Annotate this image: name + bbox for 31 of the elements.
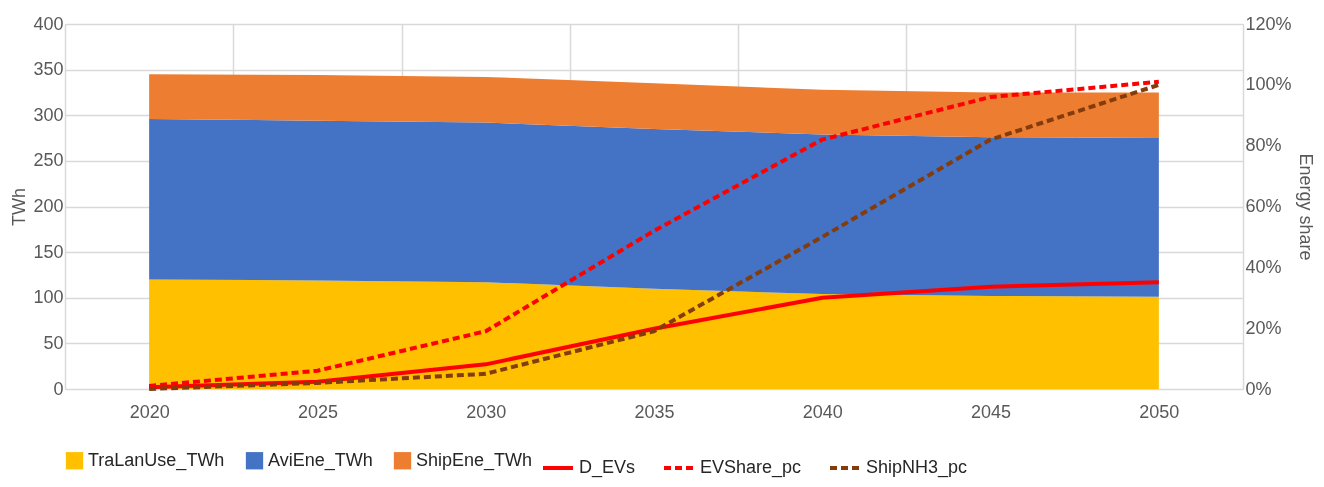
y2-axis-title: Energy share xyxy=(1295,153,1316,261)
x-tick-label: 2025 xyxy=(297,401,338,422)
y-axis-title: TWh xyxy=(9,188,30,226)
y2-tick-label: 60% xyxy=(1245,196,1282,216)
y-tick-label: 100 xyxy=(33,287,64,308)
y2-tick-label: 40% xyxy=(1245,256,1282,277)
y-tick-label: 350 xyxy=(33,59,64,80)
y-tick-label: 250 xyxy=(33,150,64,171)
legend-label: AviEne_TWh xyxy=(268,449,373,471)
y-tick-label: 150 xyxy=(33,241,64,262)
x-tick-label: 2050 xyxy=(1139,401,1180,422)
y-tick-label: 0 xyxy=(53,378,64,399)
y2-tick-label: 0% xyxy=(1245,378,1272,399)
x-tick-label: 2045 xyxy=(971,401,1012,422)
legend-label: EVShare_pc xyxy=(700,457,802,478)
y-tick-label: 400 xyxy=(33,13,64,34)
legend-label: ShipNH3_pc xyxy=(866,457,968,478)
y2-tick-label: 100% xyxy=(1245,74,1292,95)
x-tick-label: 2040 xyxy=(802,401,843,422)
y-tick-label: 50 xyxy=(43,332,64,353)
legend-label: ShipEne_TWh xyxy=(416,449,533,471)
x-tick-label: 2035 xyxy=(634,401,675,422)
legend-label: TraLanUse_TWh xyxy=(88,449,225,471)
y2-tick-label: 80% xyxy=(1245,135,1282,156)
y-tick-label: 200 xyxy=(33,196,64,216)
x-tick-label: 2020 xyxy=(129,401,170,422)
legend-label: D_EVs xyxy=(579,457,636,478)
x-tick-label: 2030 xyxy=(466,401,507,422)
y2-tick-label: 120% xyxy=(1245,13,1292,34)
y-tick-label: 300 xyxy=(33,104,64,125)
y2-tick-label: 20% xyxy=(1245,317,1282,338)
